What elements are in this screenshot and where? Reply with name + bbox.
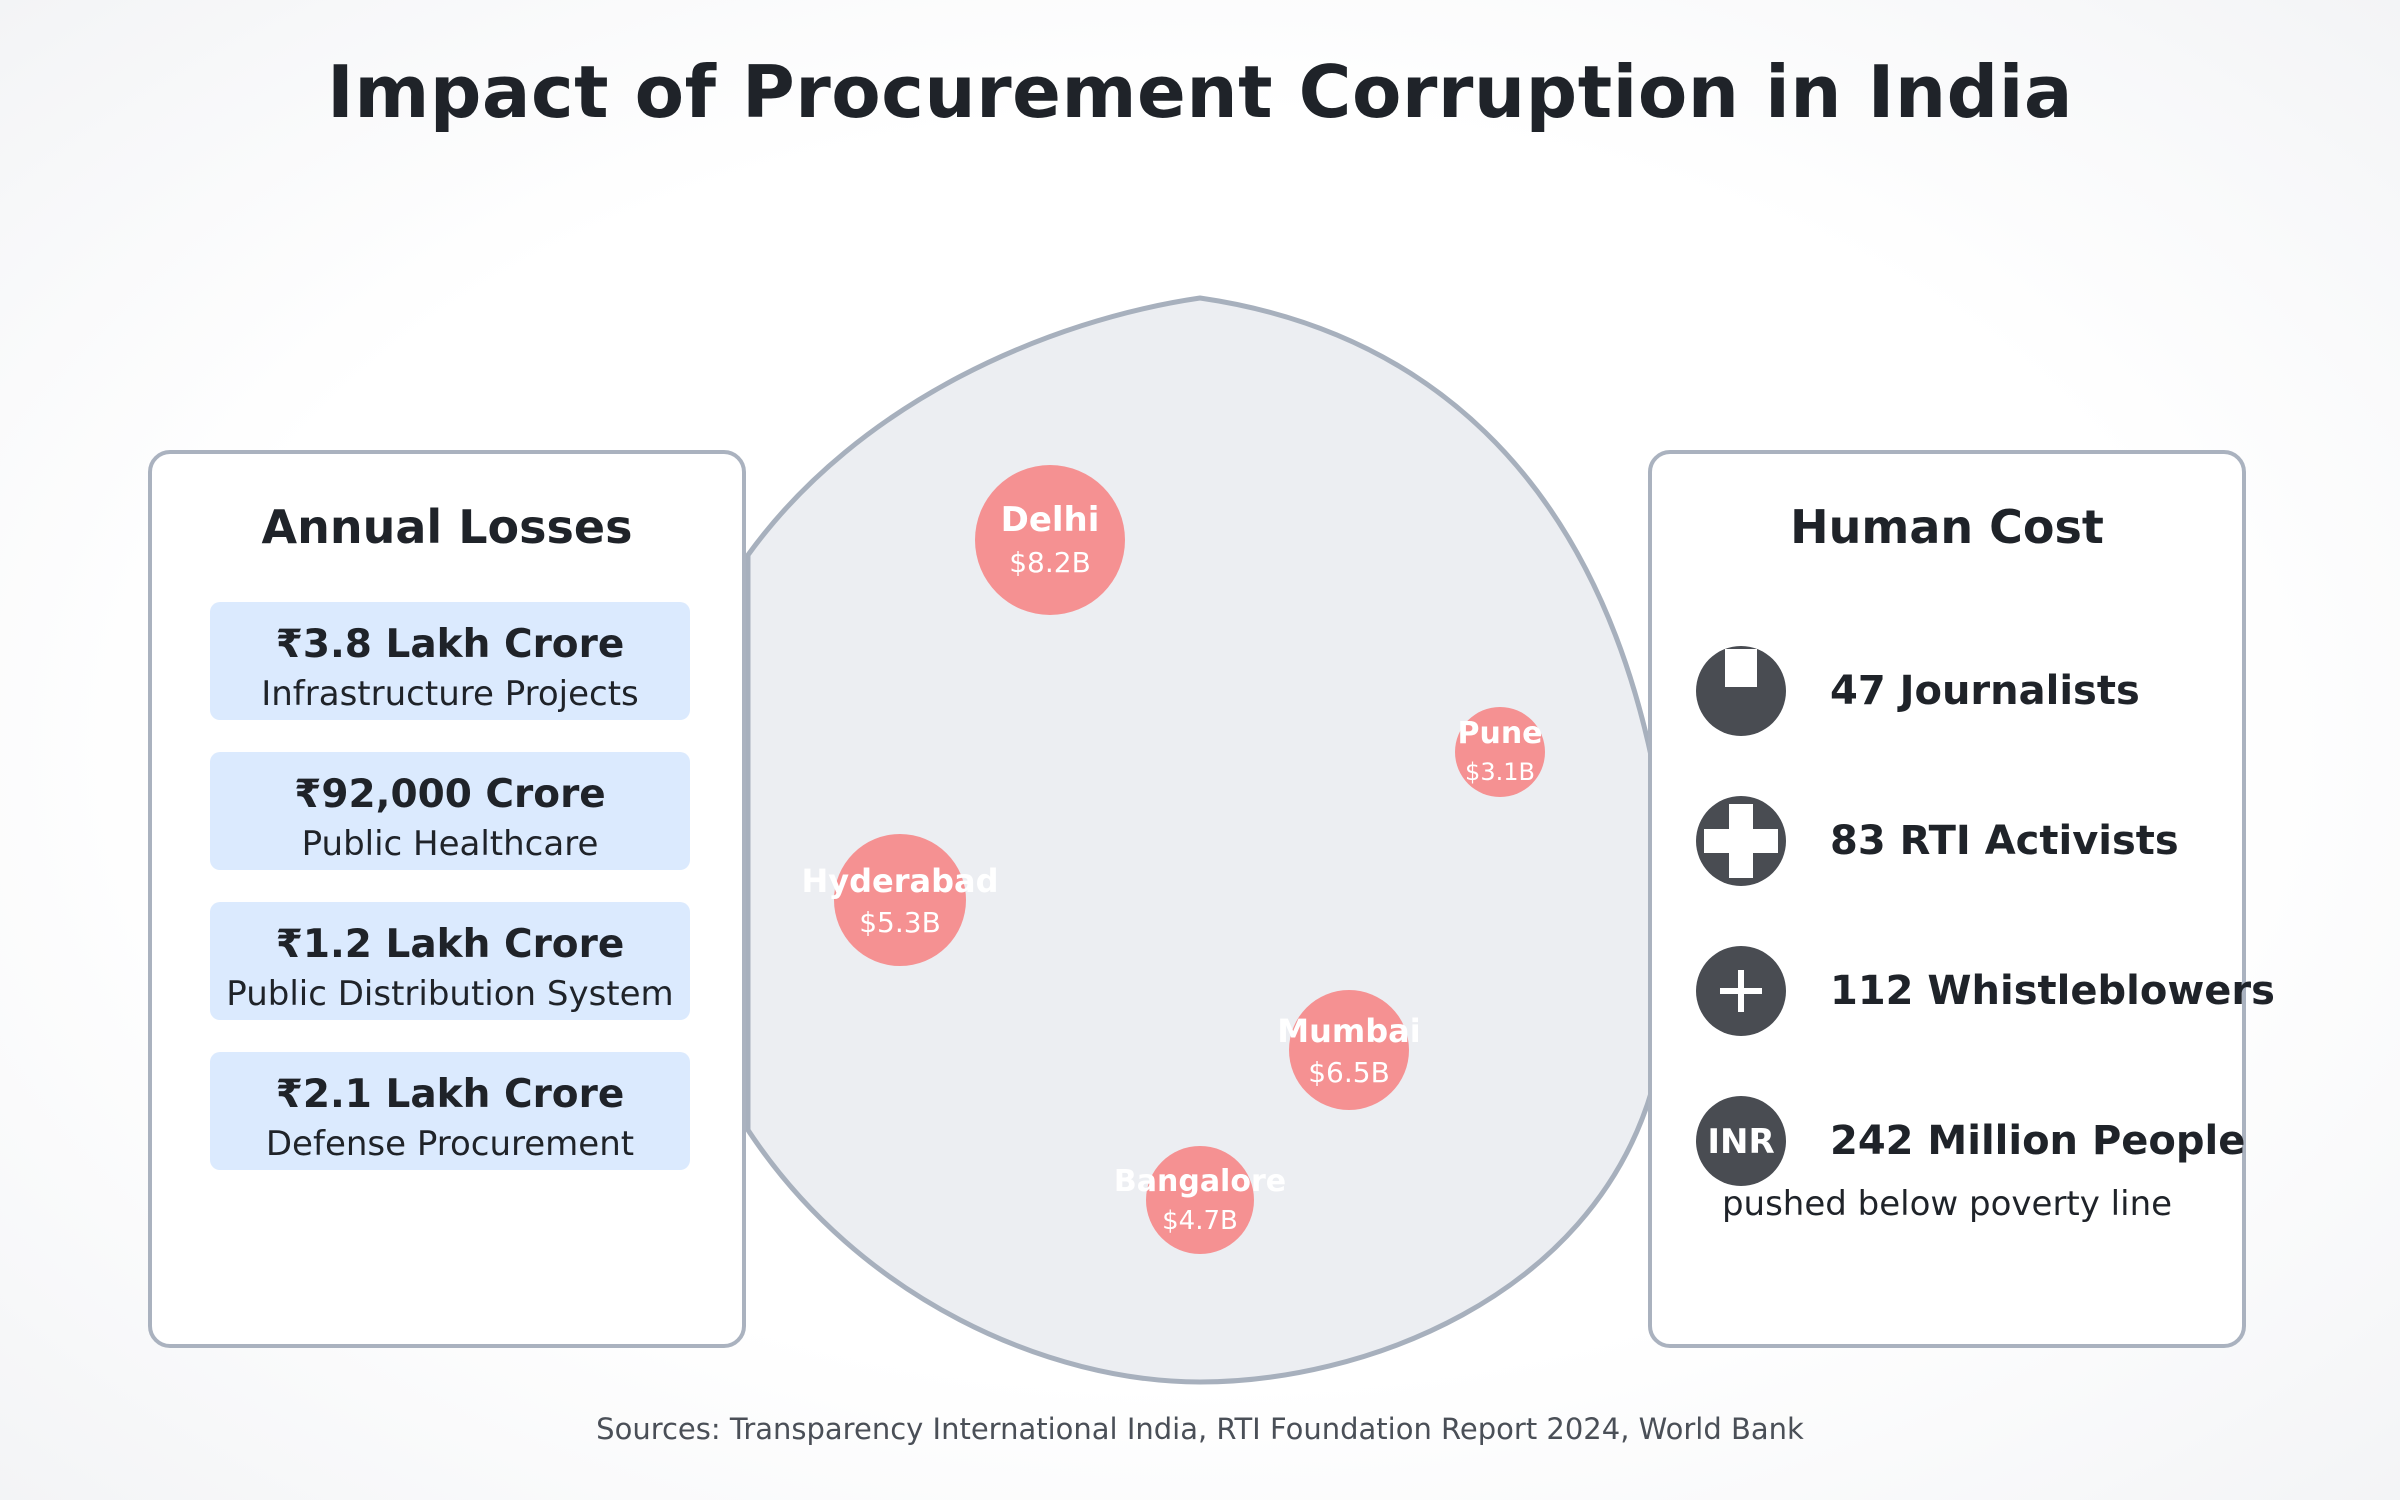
cost-row-poverty: INR 242 Million People — [1696, 1096, 2245, 1188]
annual-losses-panel: Annual Losses ₹3.8 Lakh Crore Infrastruc… — [148, 450, 746, 1348]
city-value-bangalore: $4.7B — [1162, 1206, 1238, 1236]
city-value-mumbai: $6.5B — [1308, 1056, 1390, 1089]
inr-icon-text: INR — [1707, 1122, 1775, 1162]
loss-card-defense: ₹2.1 Lakh Crore Defense Procurement — [210, 1052, 690, 1170]
cost-text: 112 Whistleblowers — [1830, 968, 2275, 1014]
human-cost-panel: Human Cost 47 Journalists 83 RTI Activis… — [1648, 450, 2275, 1348]
loss-label: Defense Procurement — [265, 1124, 635, 1164]
plus-icon — [1696, 946, 1786, 1036]
city-bubble-mumbai — [1289, 990, 1409, 1110]
loss-amount: ₹1.2 Lakh Crore — [275, 922, 625, 967]
city-bubble-bangalore — [1146, 1146, 1254, 1254]
medical-cross-icon — [1696, 796, 1786, 886]
city-bubble-hyderabad — [834, 834, 966, 966]
city-bubble-pune — [1455, 707, 1545, 797]
city-value-hyderabad: $5.3B — [859, 906, 941, 939]
loss-card-infrastructure: ₹3.8 Lakh Crore Infrastructure Projects — [210, 602, 690, 720]
loss-label: Public Healthcare — [301, 824, 599, 864]
city-value-pune: $3.1B — [1465, 758, 1535, 786]
annual-losses-heading: Annual Losses — [261, 500, 633, 554]
cost-row-whistleblowers: 112 Whistleblowers — [1696, 946, 2275, 1038]
poverty-footnote: pushed below poverty line — [1721, 1184, 2173, 1224]
cost-row-journalists: 47 Journalists — [1696, 646, 2216, 738]
city-name-delhi: Delhi — [1000, 500, 1100, 540]
page-title: Impact of Procurement Corruption in Indi… — [327, 50, 2073, 134]
city-value-delhi: $8.2B — [1009, 546, 1091, 579]
city-bubbles — [834, 465, 1545, 1254]
loss-card-pds: ₹1.2 Lakh Crore Public Distribution Syst… — [210, 902, 690, 1020]
cost-text: 242 Million People — [1830, 1118, 2246, 1164]
loss-amount: ₹3.8 Lakh Crore — [275, 622, 625, 667]
loss-card-healthcare: ₹92,000 Crore Public Healthcare — [210, 752, 690, 870]
india-map-shape — [745, 295, 1655, 1385]
cost-row-rti-activists: 83 RTI Activists — [1696, 796, 2216, 888]
cost-text: 47 Journalists — [1830, 668, 2140, 714]
city-name-pune: Pune — [1457, 716, 1543, 751]
sources-footnote: Sources: Transparency International Indi… — [596, 1412, 1804, 1446]
city-bubble-delhi — [975, 465, 1125, 615]
loss-amount: ₹92,000 Crore — [294, 772, 606, 817]
city-name-mumbai: Mumbai — [1277, 1012, 1421, 1050]
cost-text: 83 RTI Activists — [1830, 818, 2179, 864]
loss-amount: ₹2.1 Lakh Crore — [275, 1072, 625, 1117]
journalist-icon — [1696, 646, 1786, 736]
inr-icon: INR — [1696, 1096, 1786, 1186]
loss-label: Public Distribution System — [226, 974, 674, 1014]
city-name-hyderabad: Hyderabad — [801, 862, 999, 900]
human-cost-heading: Human Cost — [1790, 500, 2104, 554]
city-name-bangalore: Bangalore — [1113, 1164, 1287, 1199]
loss-label: Infrastructure Projects — [261, 674, 639, 714]
